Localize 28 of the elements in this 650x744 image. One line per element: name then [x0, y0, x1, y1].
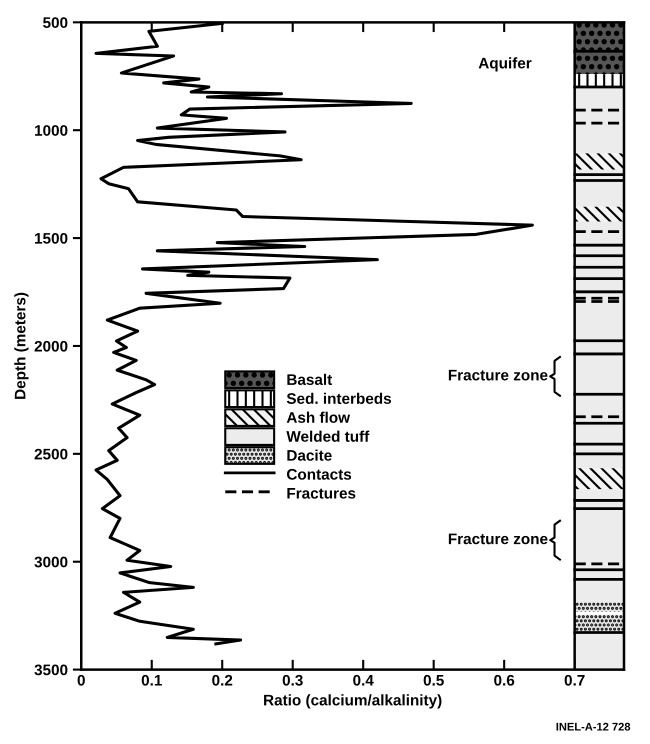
x-tick-label: 0.7 [564, 674, 585, 686]
y-tick-label: 2500 [34, 448, 68, 460]
legend-label: Ash flow [286, 412, 350, 423]
legend-label: Basalt [287, 374, 332, 386]
y-axis-title: Depth (meters) [14, 292, 29, 399]
legend-label: Sed. interbeds [286, 392, 392, 404]
x-tick-label: 0.5 [424, 674, 444, 686]
legend-label: Fractures [287, 488, 356, 499]
x-tick-label: 0.2 [212, 674, 232, 686]
x-axis-title: Ratio (calcium/alkalinity) [264, 694, 442, 708]
y-tick-label: 3500 [34, 664, 68, 676]
legend-label: Contacts [287, 468, 352, 480]
x-tick-label: 0.4 [353, 674, 374, 686]
legend-label: Welded tuff [286, 430, 370, 442]
annotation: Aquifer [478, 57, 532, 72]
x-tick-label: 0.6 [494, 674, 514, 686]
y-tick-label: 3000 [34, 556, 68, 568]
y-tick-label: 1000 [35, 125, 68, 136]
x-tick-label: 0.1 [142, 674, 162, 686]
text: INEL-A-12 728 [556, 722, 630, 731]
y-tick-label: 500 [43, 17, 68, 28]
x-tick-label: 0.3 [282, 674, 303, 686]
annotation: Fracture zone [448, 534, 548, 544]
y-tick-label: 2000 [34, 340, 68, 352]
annotation: Fracture zone [448, 370, 548, 380]
legend-label: Dacite [287, 450, 332, 461]
x-tick-label: 0 [78, 674, 85, 686]
y-tick-label: 1500 [35, 232, 68, 244]
